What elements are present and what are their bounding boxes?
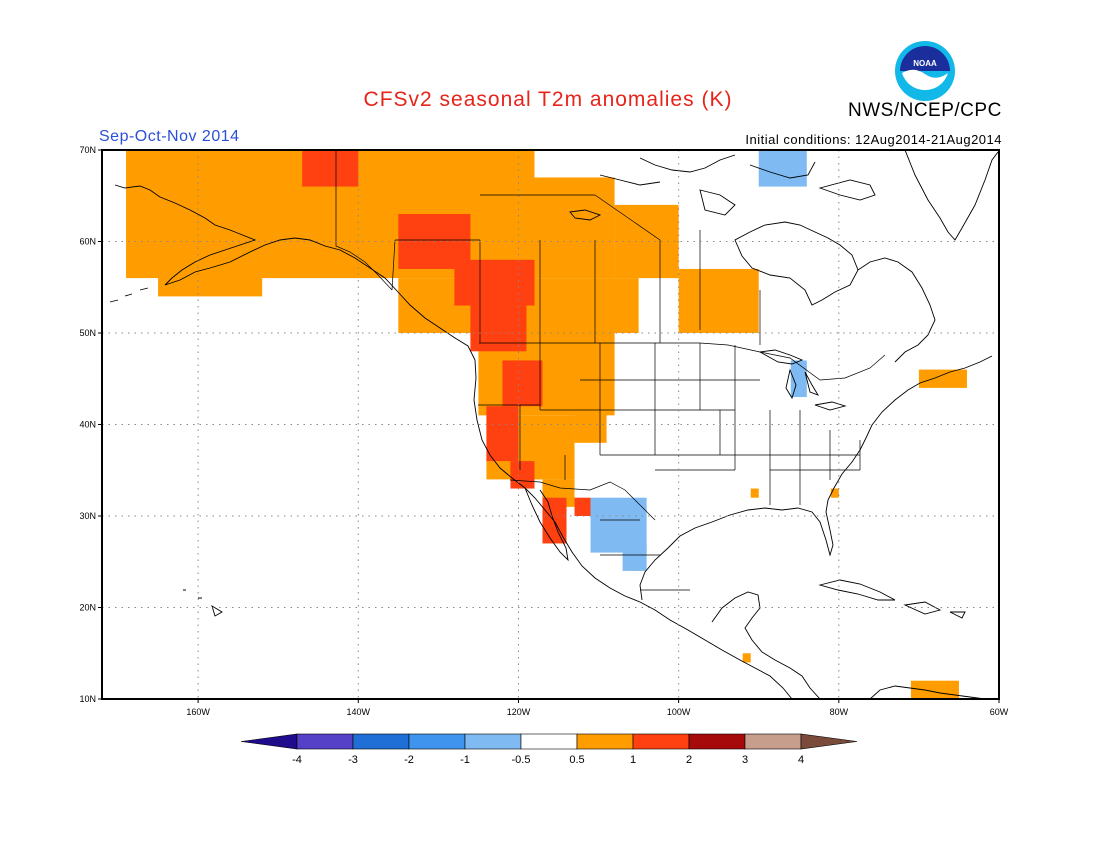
coastline-greenland bbox=[904, 150, 999, 241]
coastline-baja bbox=[524, 487, 569, 562]
map-title: CFSv2 seasonal T2m anomalies (K) bbox=[363, 88, 733, 111]
agency-label: NWS/NCEP/CPC bbox=[848, 100, 1002, 121]
coastline-hawaii bbox=[183, 589, 223, 617]
border-us-states bbox=[478, 343, 861, 505]
colorbar-segment bbox=[632, 733, 690, 750]
colorbar-label: -3 bbox=[348, 754, 358, 766]
anomaly-cell bbox=[910, 680, 959, 699]
lat-tick-label: 50N bbox=[79, 328, 96, 338]
anomaly-cell bbox=[758, 150, 807, 187]
noaa-logo-sky bbox=[900, 46, 950, 71]
coastline-aleutians bbox=[109, 287, 149, 303]
colorbar-label: -4 bbox=[292, 754, 302, 766]
colorbar-label: 3 bbox=[742, 754, 748, 766]
anomaly-cell bbox=[830, 488, 839, 498]
lon-tick-label: 120W bbox=[507, 707, 531, 717]
coastline-yucatan bbox=[711, 591, 821, 699]
colorbar: -4 -3 -2 -1 -0.5 0.5 1 2 3 4 bbox=[240, 733, 858, 766]
anomaly-cell bbox=[678, 268, 759, 333]
colorbar-segment bbox=[352, 733, 410, 750]
coastline-cuba bbox=[818, 579, 896, 601]
colorbar-segment bbox=[576, 733, 634, 750]
colorbar-segment bbox=[408, 733, 466, 750]
anomaly-cell bbox=[510, 461, 535, 489]
colorbar-label: 0.5 bbox=[569, 754, 584, 766]
anomaly-cell bbox=[502, 360, 543, 407]
coastline-labrador bbox=[857, 257, 936, 363]
political-borders bbox=[335, 150, 886, 591]
colorbar-segment bbox=[520, 733, 578, 750]
lon-tick-label: 160W bbox=[186, 707, 210, 717]
border-us-mexico bbox=[509, 479, 656, 521]
coastline-pacific bbox=[114, 184, 793, 699]
colorbar-segment bbox=[688, 733, 746, 750]
lon-tick-label: 100W bbox=[667, 707, 691, 717]
colorbar-label: 4 bbox=[798, 754, 804, 766]
colorbar-label: -1 bbox=[460, 754, 470, 766]
lat-tick-label: 70N bbox=[79, 145, 96, 155]
graticule bbox=[102, 150, 999, 699]
colorbar-label: -0.5 bbox=[512, 754, 531, 766]
season-label: Sep-Oct-Nov 2014 bbox=[99, 128, 240, 145]
lat-tick-label: 40N bbox=[79, 420, 96, 430]
coastline-atlantic bbox=[639, 355, 993, 601]
coastline-arctic-islands bbox=[569, 154, 876, 221]
anomaly-cell bbox=[614, 204, 679, 279]
anomaly-cell bbox=[742, 653, 751, 663]
border-canada-provinces bbox=[391, 194, 761, 345]
anomaly-cell bbox=[918, 369, 967, 388]
colorbar-arrow-low bbox=[240, 733, 298, 750]
anomaly-cell bbox=[158, 241, 263, 297]
colorbar-label: -2 bbox=[404, 754, 414, 766]
lat-tick-label: 10N bbox=[79, 694, 96, 704]
border-mexico-states bbox=[600, 519, 690, 591]
coastline-great-lakes bbox=[758, 349, 847, 411]
lon-tick-label: 60W bbox=[990, 707, 1009, 717]
anomaly-cell bbox=[302, 150, 359, 187]
coastline-hudson-bay bbox=[734, 221, 859, 306]
axis-ticks: 70N 60N 50N 40N 30N 20N 10N 160W 140W 120W 100W 80W… bbox=[79, 145, 1008, 717]
colorbar-arrow-high bbox=[800, 733, 858, 750]
anomaly-cell bbox=[486, 406, 519, 462]
colorbar-segment bbox=[296, 733, 354, 750]
coastlines bbox=[109, 150, 999, 699]
anomaly-cell bbox=[534, 177, 615, 279]
colorbar-label: 1 bbox=[630, 754, 636, 766]
lon-tick-label: 140W bbox=[347, 707, 371, 717]
anomaly-cell bbox=[622, 543, 647, 571]
anomaly-cell bbox=[454, 259, 535, 306]
colorbar-label: 2 bbox=[686, 754, 692, 766]
noaa-logo-text: NOAA bbox=[913, 59, 937, 68]
lat-tick-label: 60N bbox=[79, 237, 96, 247]
anomaly-cells bbox=[126, 150, 967, 699]
colorbar-segment bbox=[464, 733, 522, 750]
noaa-logo: NOAA bbox=[895, 41, 955, 101]
border-us-canada bbox=[479, 342, 886, 381]
anomaly-cell bbox=[470, 305, 527, 352]
colorbar-segment bbox=[744, 733, 802, 750]
coastline-hispaniola bbox=[903, 601, 966, 619]
anomaly-cell bbox=[750, 488, 759, 498]
border-alaska-canada bbox=[335, 150, 393, 291]
coastline-south-america bbox=[869, 685, 986, 699]
initial-conditions-label: Initial conditions: 12Aug2014-21Aug2014 bbox=[745, 132, 1002, 147]
lon-tick-label: 80W bbox=[830, 707, 849, 717]
lat-tick-label: 20N bbox=[79, 603, 96, 613]
noaa-logo-gull bbox=[902, 69, 948, 91]
anomaly-cell bbox=[574, 497, 591, 516]
lat-tick-label: 30N bbox=[79, 511, 96, 521]
